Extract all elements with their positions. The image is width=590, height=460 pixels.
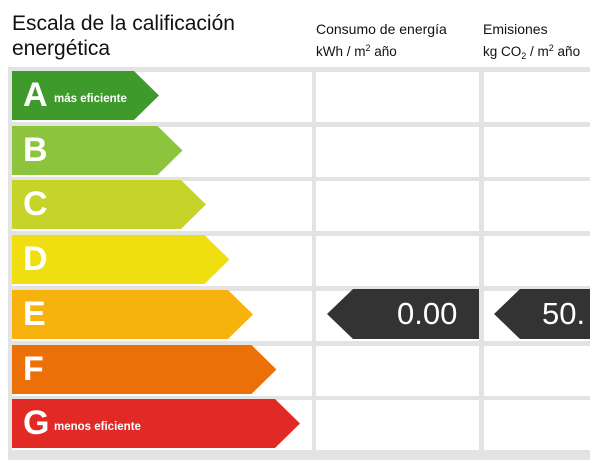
grid-cell — [316, 126, 479, 177]
rating-bar-f: F — [12, 344, 277, 394]
rating-letter: F — [23, 349, 44, 388]
rating-letter: D — [23, 240, 48, 279]
rating-arrow-shape — [12, 344, 277, 394]
rating-letter: B — [23, 130, 48, 169]
rating-arrow-shape — [12, 235, 230, 285]
rating-caption: más eficiente — [54, 93, 127, 105]
rating-letter: E — [23, 294, 46, 333]
energy-arrow-shape — [327, 288, 479, 339]
rating-letter: A — [23, 76, 48, 114]
grid-cell — [484, 181, 590, 232]
energy-value-indicator: 0.00 — [327, 288, 479, 339]
grid-cell — [484, 126, 590, 177]
energy-header-line1: Consumo de energía — [316, 21, 447, 37]
grid-cell — [316, 400, 479, 451]
grid-cell — [484, 72, 590, 122]
energy-column-header: Consumo de energía kWh / m2 año — [316, 20, 447, 61]
rating-bar-b: B — [12, 125, 183, 175]
rating-arrow-shape — [12, 289, 253, 339]
co2-header-line1: Emisiones — [483, 21, 548, 37]
grid-cell — [484, 345, 590, 396]
rating-caption: menos eficiente — [54, 421, 141, 434]
co2-value-indicator: 50. — [494, 288, 590, 339]
co2-value: 50. — [542, 295, 586, 331]
page-title: Escala de la calificación energética — [12, 12, 235, 60]
rating-letter: G — [23, 404, 50, 443]
rating-arrow-shape — [12, 399, 300, 449]
grid-cell — [316, 72, 479, 122]
energy-header-unit: kWh / m2 año — [316, 43, 397, 59]
rating-bar-e: E — [12, 289, 253, 339]
rating-arrow-shape — [12, 180, 206, 230]
rating-bar-d: D — [12, 235, 230, 285]
energy-value: 0.00 — [397, 295, 458, 331]
rating-arrow-shape — [12, 71, 159, 120]
co2-column-header: Emisiones kg CO2 / m2 año — [483, 20, 580, 66]
grid-cell — [484, 236, 590, 287]
rating-bar-c: C — [12, 180, 206, 230]
grid-cell — [316, 181, 479, 232]
co2-arrow-shape — [494, 288, 590, 339]
grid-cell — [316, 236, 479, 287]
rating-arrow-shape — [12, 125, 183, 175]
co2-header-unit: kg CO2 / m2 año — [483, 43, 581, 61]
grid-cell — [316, 345, 479, 396]
grid-cell — [484, 400, 590, 451]
rating-letter: C — [23, 185, 48, 224]
